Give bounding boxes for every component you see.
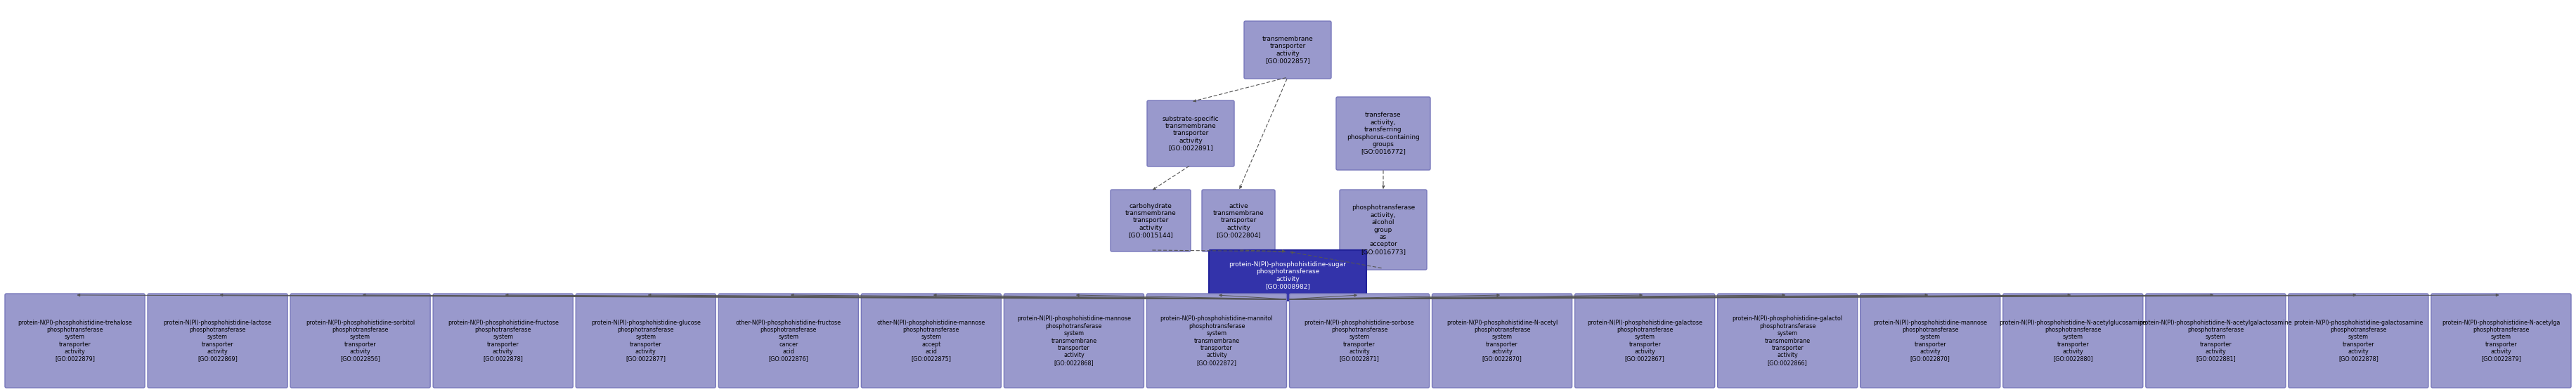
FancyBboxPatch shape [1146, 100, 1234, 167]
Text: protein-N(PI)-phosphohistidine-N-acetylgalactosamine
phosphotransferase
system
t: protein-N(PI)-phosphohistidine-N-acetylg… [2138, 319, 2293, 362]
FancyBboxPatch shape [1146, 294, 1285, 388]
FancyBboxPatch shape [2287, 294, 2429, 388]
FancyBboxPatch shape [1208, 250, 1365, 301]
FancyBboxPatch shape [1432, 294, 1571, 388]
Text: protein-N(PI)-phosphohistidine-mannitol
phosphotransferase
system
transmembrane
: protein-N(PI)-phosphohistidine-mannitol … [1159, 316, 1273, 366]
Text: protein-N(PI)-phosphohistidine-sorbitol
phosphotransferase
system
transporter
ac: protein-N(PI)-phosphohistidine-sorbitol … [307, 319, 415, 362]
Text: other-N(PI)-phosphohistidine-mannose
phosphotransferase
system
accept
acid
[GO:0: other-N(PI)-phosphohistidine-mannose pho… [876, 319, 987, 362]
Text: protein-N(PI)-phosphohistidine-sugar
phosphotransferase
activity
[GO:0008982]: protein-N(PI)-phosphohistidine-sugar pho… [1229, 261, 1347, 290]
Text: phosphotransferase
activity,
alcohol
group
as
acceptor
[GO:0016773]: phosphotransferase activity, alcohol gro… [1352, 205, 1414, 255]
Text: protein-N(PI)-phosphohistidine-galactose
phosphotransferase
system
transporter
a: protein-N(PI)-phosphohistidine-galactose… [1587, 319, 1703, 362]
FancyBboxPatch shape [1203, 190, 1275, 252]
FancyBboxPatch shape [1718, 294, 1857, 388]
FancyBboxPatch shape [2146, 294, 2285, 388]
Text: protein-N(PI)-phosphohistidine-trehalose
phosphotransferase
system
transporter
a: protein-N(PI)-phosphohistidine-trehalose… [18, 319, 131, 362]
FancyBboxPatch shape [577, 294, 716, 388]
Text: protein-N(PI)-phosphohistidine-N-acetylglucosamine
phosphotransferase
system
tra: protein-N(PI)-phosphohistidine-N-acetylg… [1999, 319, 2146, 362]
FancyBboxPatch shape [860, 294, 1002, 388]
FancyBboxPatch shape [2004, 294, 2143, 388]
Text: protein-N(PI)-phosphohistidine-glucose
phosphotransferase
system
transporter
act: protein-N(PI)-phosphohistidine-glucose p… [590, 319, 701, 362]
Text: protein-N(PI)-phosphohistidine-galactol
phosphotransferase
system
transmembrane
: protein-N(PI)-phosphohistidine-galactol … [1731, 316, 1842, 366]
FancyBboxPatch shape [2432, 294, 2571, 388]
Text: protein-N(PI)-phosphohistidine-galactosamine
phosphotransferase
system
transport: protein-N(PI)-phosphohistidine-galactosa… [2293, 319, 2424, 362]
Text: other-N(PI)-phosphohistidine-fructose
phosphotransferase
system
cancer
acid
[GO:: other-N(PI)-phosphohistidine-fructose ph… [737, 319, 842, 362]
FancyBboxPatch shape [1574, 294, 1716, 388]
Text: active
transmembrane
transporter
activity
[GO:0022804]: active transmembrane transporter activit… [1213, 203, 1265, 238]
Text: protein-N(PI)-phosphohistidine-mannose
phosphotransferase
system
transmembrane
t: protein-N(PI)-phosphohistidine-mannose p… [1018, 316, 1131, 366]
FancyBboxPatch shape [147, 294, 289, 388]
FancyBboxPatch shape [1244, 21, 1332, 79]
Text: protein-N(PI)-phosphohistidine-mannose
phosphotransferase
system
transporter
act: protein-N(PI)-phosphohistidine-mannose p… [1873, 319, 1986, 362]
FancyBboxPatch shape [1337, 97, 1430, 170]
Text: protein-N(PI)-phosphohistidine-N-acetylga
phosphotransferase
system
transporter
: protein-N(PI)-phosphohistidine-N-acetylg… [2442, 319, 2561, 362]
FancyBboxPatch shape [5, 294, 144, 388]
FancyBboxPatch shape [1340, 190, 1427, 270]
Text: protein-N(PI)-phosphohistidine-sorbose
phosphotransferase
system
transporter
act: protein-N(PI)-phosphohistidine-sorbose p… [1303, 319, 1414, 362]
FancyBboxPatch shape [719, 294, 858, 388]
Text: substrate-specific
transmembrane
transporter
activity
[GO:0022891]: substrate-specific transmembrane transpo… [1162, 116, 1218, 151]
FancyBboxPatch shape [1005, 294, 1144, 388]
Text: protein-N(PI)-phosphohistidine-N-acetyl
phosphotransferase
system
transporter
ac: protein-N(PI)-phosphohistidine-N-acetyl … [1448, 319, 1558, 362]
FancyBboxPatch shape [291, 294, 430, 388]
Text: protein-N(PI)-phosphohistidine-fructose
phosphotransferase
system
transporter
ac: protein-N(PI)-phosphohistidine-fructose … [448, 319, 559, 362]
FancyBboxPatch shape [433, 294, 572, 388]
Text: protein-N(PI)-phosphohistidine-lactose
phosphotransferase
system
transporter
act: protein-N(PI)-phosphohistidine-lactose p… [162, 319, 270, 362]
FancyBboxPatch shape [1110, 190, 1190, 252]
Text: transferase
activity,
transferring
phosphorus-containing
groups
[GO:0016772]: transferase activity, transferring phosp… [1347, 112, 1419, 155]
FancyBboxPatch shape [1291, 294, 1430, 388]
Text: transmembrane
transporter
activity
[GO:0022857]: transmembrane transporter activity [GO:0… [1262, 36, 1314, 64]
FancyBboxPatch shape [1860, 294, 1999, 388]
Text: carbohydrate
transmembrane
transporter
activity
[GO:0015144]: carbohydrate transmembrane transporter a… [1126, 203, 1177, 238]
